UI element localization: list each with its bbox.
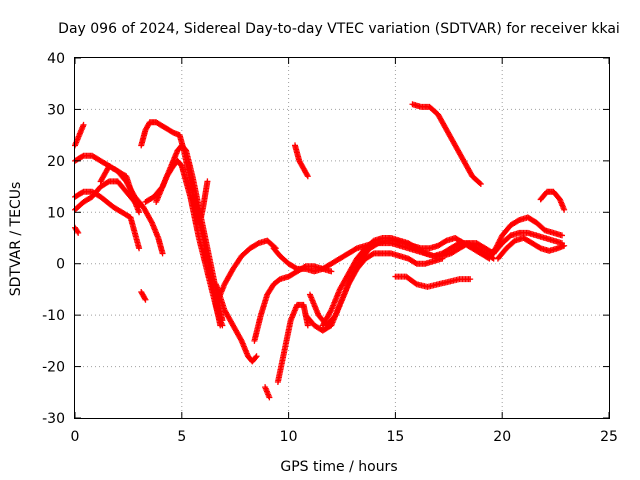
data-point	[477, 181, 484, 187]
data-series	[153, 157, 226, 329]
x-tick-label: 0	[71, 429, 80, 445]
data-point	[75, 229, 82, 236]
data-point	[204, 178, 211, 185]
data-series	[72, 121, 87, 149]
data-series	[494, 235, 568, 262]
data-point	[142, 296, 149, 303]
data-series	[292, 142, 311, 180]
data-series	[198, 178, 211, 221]
data-series	[392, 273, 474, 290]
data-point	[219, 322, 226, 329]
x-tick-label: 5	[177, 429, 186, 445]
data-point	[476, 180, 483, 187]
x-tick-label: 10	[280, 429, 298, 445]
data-point	[327, 308, 334, 315]
data-series	[262, 384, 273, 401]
data-point	[304, 173, 311, 180]
data-point	[237, 336, 244, 343]
y-tick-label: -20	[42, 360, 65, 376]
data-series	[138, 289, 149, 303]
data-series	[486, 214, 566, 259]
data-series	[537, 188, 568, 213]
data-point	[561, 206, 568, 213]
y-tick-label: 40	[47, 51, 65, 67]
data-point	[304, 322, 311, 329]
data-point	[412, 280, 419, 287]
grid-lines	[75, 58, 609, 418]
axes: 0 5 10 15 20 25 -30 -20 -10 0 10 20 30 40	[42, 51, 618, 445]
data-series	[97, 163, 166, 257]
data-point	[467, 276, 474, 283]
y-tick-label: 30	[47, 102, 65, 118]
y-tick-label: -30	[42, 411, 65, 427]
data-point	[439, 255, 446, 262]
plot-frame	[74, 57, 610, 419]
x-tick-label: 15	[386, 429, 404, 445]
data-point	[561, 242, 568, 249]
data-series	[409, 101, 484, 187]
data-points-layer	[72, 101, 568, 401]
y-tick-label: 20	[47, 154, 65, 170]
data-series	[212, 281, 260, 365]
y-tick-label: -10	[42, 308, 65, 324]
y-tick-label: 10	[47, 205, 65, 221]
data-point	[266, 394, 273, 401]
data-point	[252, 354, 259, 361]
data-series	[72, 224, 82, 236]
data-point	[559, 232, 566, 239]
data-point	[159, 250, 166, 257]
y-axis-label: SDTVAR / TECUs	[8, 182, 24, 297]
data-series	[142, 142, 226, 324]
data-point	[136, 209, 143, 216]
data-point	[148, 218, 155, 225]
data-point	[74, 228, 81, 235]
data-point	[253, 353, 260, 360]
chart-title: Day 096 of 2024, Sidereal Day-to-day VTE…	[58, 21, 620, 37]
x-tick-label: 25	[600, 429, 618, 445]
data-point	[136, 245, 143, 252]
data-point	[328, 268, 335, 275]
y-tick-label: 0	[56, 257, 65, 273]
data-point	[141, 295, 148, 302]
data-point	[80, 121, 87, 128]
data-point	[304, 172, 311, 178]
data-series	[251, 263, 335, 344]
x-tick-label: 20	[493, 429, 511, 445]
data-series	[490, 229, 566, 257]
x-axis-label: GPS time / hours	[280, 459, 397, 475]
